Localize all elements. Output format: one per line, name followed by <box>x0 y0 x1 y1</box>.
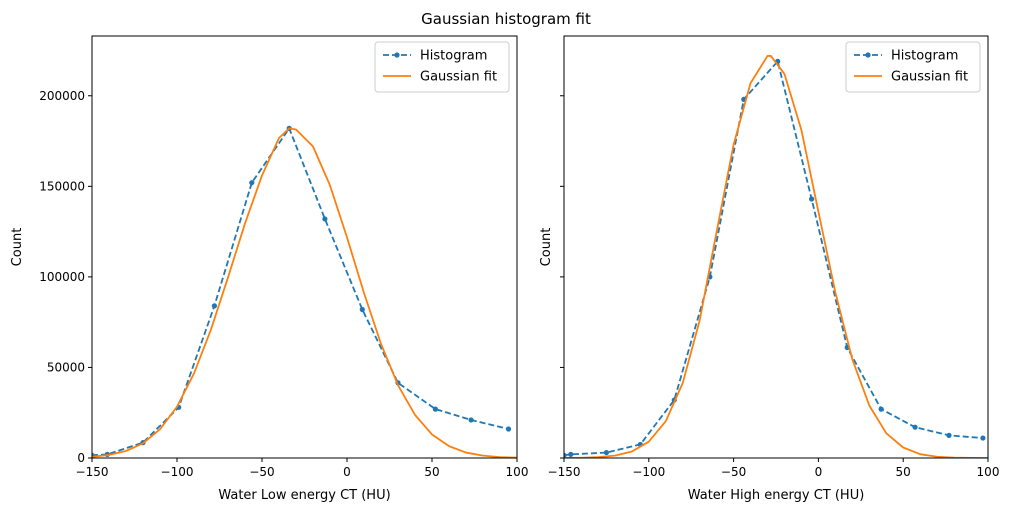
chart-1-histogram-point <box>322 216 328 222</box>
chart-1-y-tick-label: 200000 <box>39 89 85 103</box>
chart-2: −150 −100 −50 0 50 100 Water High energy CT (H… <box>539 35 1000 503</box>
chart-1-x-axis-label: Water Low energy CT (HU) <box>218 488 390 503</box>
chart-1-series-gaussian-fit-line <box>92 127 517 458</box>
chart-2-x-axis-label: Water High energy CT (HU) <box>688 488 865 503</box>
chart-2-y-axis-label: Count <box>539 228 554 267</box>
chart-2-x-tick-label: 100 <box>977 465 1000 479</box>
chart-1: −150 −100 −50 0 50 100 0 50000 100000 150000 20000… <box>10 35 529 503</box>
chart-1-legend-label-gaussian-fit: Gaussian fit <box>420 70 497 85</box>
chart-1-histogram-point <box>211 303 217 309</box>
chart-2-legend-label-histogram: Histogram <box>891 49 958 64</box>
chart-2-histogram-point <box>564 452 567 458</box>
chart-1-legend-label-histogram: Histogram <box>420 49 487 64</box>
chart-2-histogram-point <box>603 449 610 456</box>
chart-1-y-tick-label: 150000 <box>39 179 85 193</box>
chart-1-series-histogram-line <box>92 127 509 457</box>
chart-1-axes-frame <box>91 35 518 459</box>
chart-2-histogram-point <box>878 406 884 412</box>
chart-1-histogram-point <box>432 406 438 412</box>
chart-1-y-tick-label: 0 <box>77 451 85 465</box>
chart-1-plot-area <box>92 125 517 458</box>
chart-1-x-tick-label: −100 <box>161 465 194 479</box>
chart-1-histogram-point <box>505 426 512 432</box>
chart-1-y-axis-label: Count <box>10 228 25 267</box>
chart-2-x-tick-label: −50 <box>721 465 746 479</box>
chart-2-axes-frame <box>563 35 989 459</box>
chart-2-x-tick-label: 0 <box>815 465 823 479</box>
chart-1-legend-box <box>374 41 510 93</box>
chart-2-legend-marker <box>865 52 871 58</box>
chart-1-legend-marker <box>394 52 400 58</box>
chart-1-x-tick-label: 50 <box>424 465 439 479</box>
chart-1-x-tick-label: 100 <box>506 465 529 479</box>
chart-2-x-tick-label: −150 <box>548 465 581 479</box>
chart-2-legend-label-gaussian-fit: Gaussian fit <box>891 70 968 85</box>
chart-2-series-gaussian-fit-line <box>564 55 988 458</box>
chart-1-y-tick-label: 50000 <box>47 360 85 374</box>
chart-1-x-tick-label: 0 <box>343 465 351 479</box>
chart-1-legend: Histogram Gaussian fit <box>374 41 510 93</box>
chart-2-plot-area <box>564 55 988 458</box>
chart-2-histogram-point <box>809 196 815 202</box>
chart-1-x-tick-label: −150 <box>76 465 109 479</box>
chart-1-histogram-point <box>359 306 365 313</box>
chart-2-histogram-point <box>912 424 918 430</box>
figure-title: Gaussian histogram fit <box>421 10 591 28</box>
chart-2-histogram-point <box>568 451 574 457</box>
chart-2-x-tick-label: −100 <box>632 465 665 479</box>
chart-1-y-tick-label: 100000 <box>39 270 85 284</box>
chart-2-legend-box <box>845 41 981 93</box>
chart-1-histogram-point <box>468 417 474 423</box>
chart-1-x-tick-label: −50 <box>249 465 274 479</box>
chart-2-histogram-point <box>980 435 986 441</box>
chart-2-x-tick-label: 50 <box>896 465 911 479</box>
chart-2-series-histogram-line <box>564 60 983 457</box>
chart-1-histogram-point <box>249 180 255 186</box>
chart-2-histogram-point <box>946 432 952 438</box>
chart-2-legend: Histogram Gaussian fit <box>845 41 981 93</box>
